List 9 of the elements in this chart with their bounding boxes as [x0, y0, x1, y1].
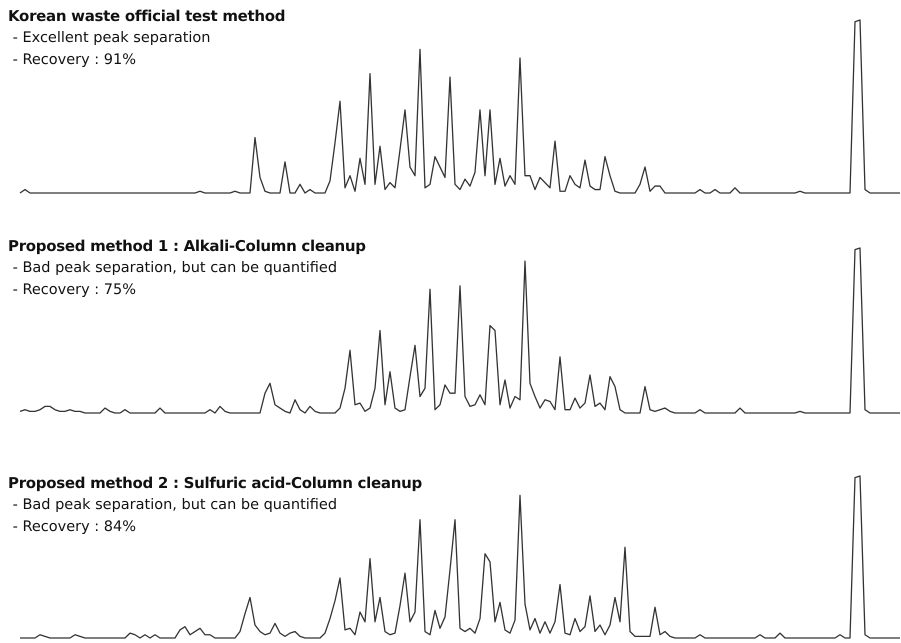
annotation: - Bad peak separation, but can be quantified [12, 496, 338, 515]
annotation: - Recovery : 91% [12, 51, 138, 70]
chart-title: Proposed method 1 : Alkali-Column cleanup [8, 236, 366, 257]
annotation: - Recovery : 75% [12, 281, 138, 300]
chart-title: Korean waste official test method [8, 6, 286, 27]
annotation: - Recovery : 84% [12, 518, 138, 537]
chart-title: Proposed method 2 : Sulfuric acid-Column cleanup [8, 473, 422, 494]
annotation: - Excellent peak separation [12, 29, 212, 48]
annotation: - Bad peak separation, but can be quantified [12, 259, 338, 278]
